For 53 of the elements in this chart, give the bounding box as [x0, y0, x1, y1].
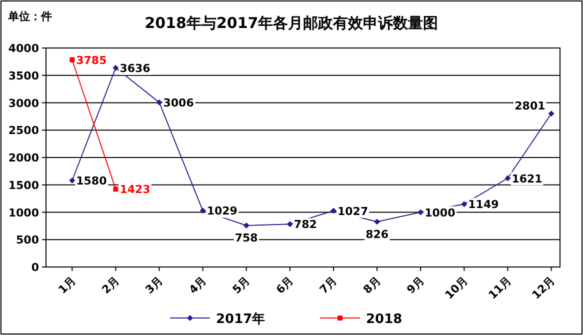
legend-label: 2018: [366, 312, 402, 327]
y-tick-label: 2500: [8, 124, 40, 138]
data-label: 758: [234, 232, 258, 244]
y-tick-label: 0: [31, 261, 40, 274]
x-tick-label: 10月: [442, 274, 470, 302]
data-label: 1423: [120, 183, 150, 196]
legend-label: 2017年: [216, 312, 266, 327]
data-label: 3636: [120, 62, 151, 75]
data-label: 782: [294, 218, 317, 232]
data-label: 2801: [514, 100, 546, 113]
point: [112, 64, 119, 71]
x-tick-label: 5月: [230, 274, 252, 296]
x-tick-label: 2月: [99, 274, 122, 296]
x-tick-label: 8月: [360, 274, 384, 296]
point: [504, 175, 511, 182]
point: [70, 57, 75, 62]
y-tick-label: 2000: [8, 152, 40, 164]
x-tick-label: 1月: [56, 274, 78, 296]
x-tick-label: 12月: [530, 274, 558, 302]
data-label: 1027: [337, 204, 368, 218]
y-tick-label: 1000: [8, 206, 40, 220]
y-tick-label: 3500: [8, 69, 40, 82]
point: [156, 99, 162, 106]
point: [418, 209, 424, 216]
point: [374, 218, 380, 225]
point: [243, 222, 250, 228]
point: [113, 186, 118, 192]
data-label: 826: [366, 228, 389, 241]
data-label: 3785: [76, 54, 107, 67]
y-tick-label: 4000: [8, 42, 40, 55]
point: [461, 201, 468, 208]
x-tick-label: 9月: [404, 274, 427, 296]
x-tick-label: 7月: [317, 274, 340, 296]
data-label: 1149: [468, 198, 499, 212]
x-tick-label: 6月: [274, 274, 296, 296]
data-label: 1000: [424, 206, 456, 220]
data-label: 1621: [512, 172, 542, 186]
text: 单位：件: [7, 10, 52, 23]
x-tick-label: 4月: [186, 274, 209, 296]
chart-title: 2018年与2017年各月邮政有效申诉数量图: [144, 14, 438, 32]
data-label: 1029: [206, 204, 238, 218]
y-tick-label: 1500: [8, 178, 40, 192]
point: [200, 208, 206, 214]
point: [286, 221, 293, 228]
y-tick-label: 3000: [8, 96, 40, 110]
data-label: 3006: [163, 96, 194, 110]
y-tick-label: 500: [16, 234, 40, 247]
x-tick-label: 11月: [486, 274, 514, 302]
point: [548, 110, 554, 117]
point: [330, 208, 336, 214]
data-label: 1580: [76, 174, 108, 188]
point: [69, 177, 76, 184]
x-tick-label: 3月: [142, 274, 166, 296]
